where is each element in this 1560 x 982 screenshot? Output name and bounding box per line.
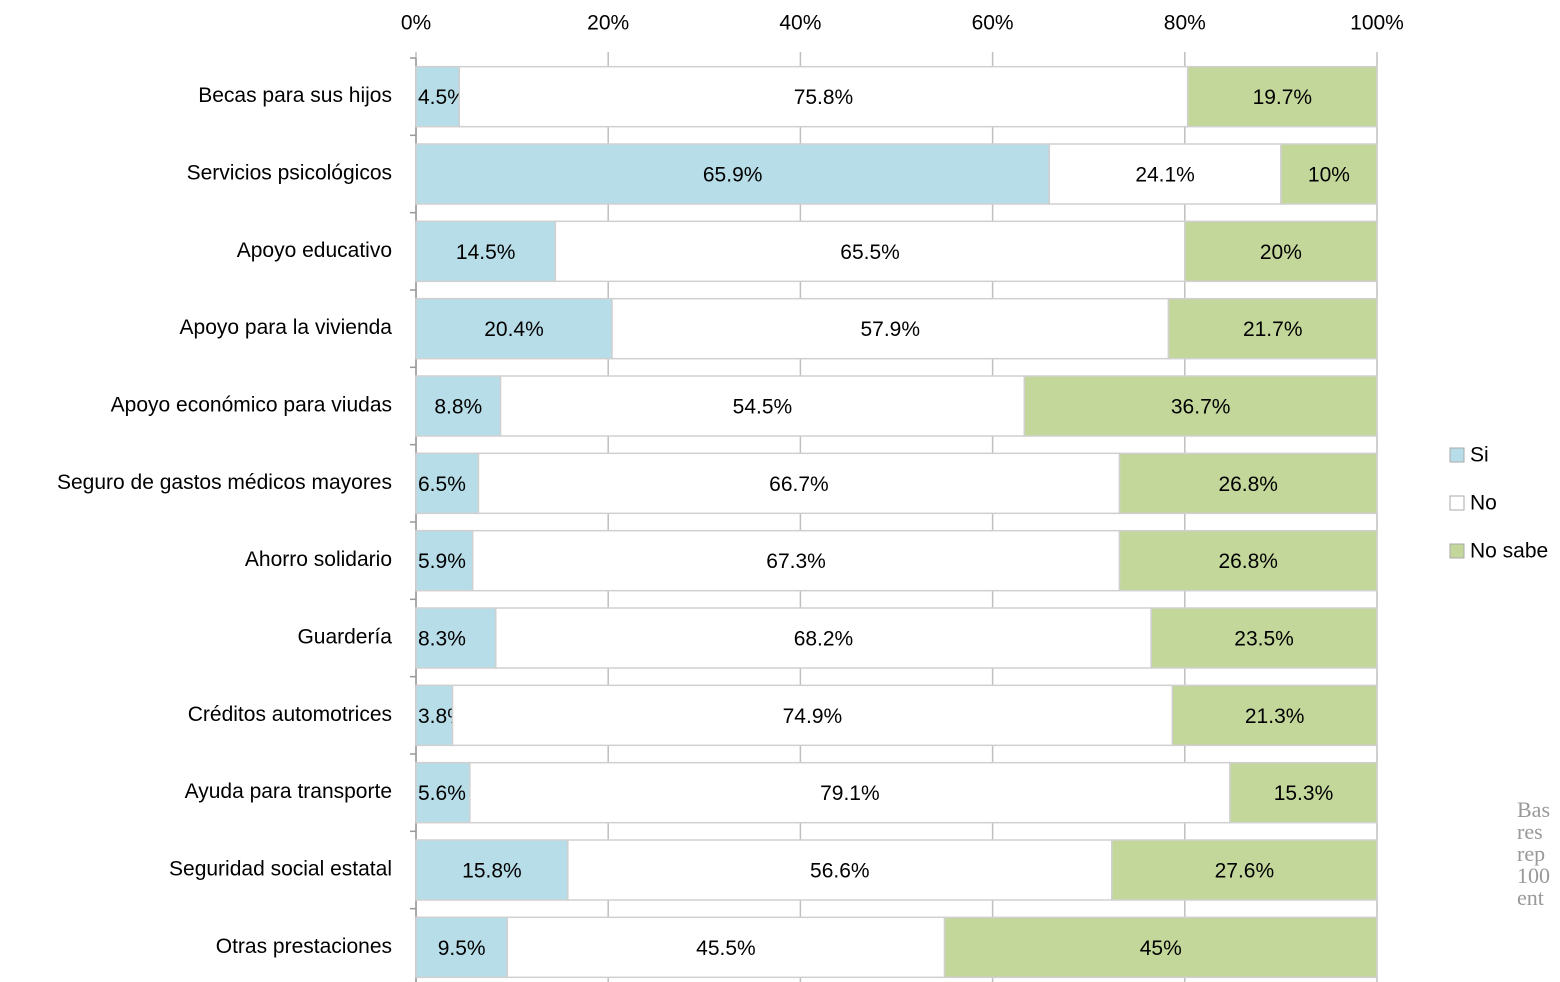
x-tick-label: 0%	[401, 12, 431, 35]
y-tick-label: Apoyo económico para viudas	[111, 394, 392, 417]
value-label: 4.5%	[418, 86, 466, 109]
bar-segment	[611, 297, 1170, 360]
value-label: 75.8%	[794, 86, 854, 109]
value-label: 56.6%	[810, 860, 870, 883]
value-label: 20.4%	[484, 318, 544, 341]
value-label: 8.8%	[434, 396, 482, 419]
bar-segment	[451, 684, 1174, 747]
y-tick-label: Créditos automotrices	[188, 703, 392, 726]
x-tick-label: 80%	[1164, 12, 1206, 35]
bar-segment	[1171, 684, 1378, 747]
legend-label: No sabe	[1470, 540, 1548, 563]
value-label: 9.5%	[438, 937, 486, 960]
annotation: rep	[1517, 841, 1545, 866]
bar-segment	[1229, 761, 1378, 824]
value-label: 23.5%	[1234, 628, 1294, 651]
value-label: 10%	[1308, 164, 1350, 187]
bar-segment	[1150, 607, 1378, 669]
value-label: 26.8%	[1218, 550, 1278, 573]
bar-segment	[554, 220, 1186, 283]
bar-segment	[1023, 375, 1378, 437]
bar-segment	[471, 529, 1121, 592]
bar-segment	[415, 607, 497, 669]
x-tick-label: 20%	[587, 12, 629, 35]
value-label: 74.9%	[783, 705, 843, 728]
bar-segment	[458, 65, 1189, 128]
bar-segment	[415, 916, 509, 979]
x-tick-label: 60%	[972, 12, 1014, 35]
bar-segment	[1184, 220, 1378, 283]
legend-swatch	[1449, 543, 1465, 559]
value-label: 65.9%	[703, 164, 763, 187]
value-label: 15.8%	[462, 860, 522, 883]
bar-segment	[415, 220, 557, 283]
bar-segment	[567, 839, 1113, 901]
y-tick-label: Ahorro solidario	[245, 548, 392, 571]
y-tick-label: Guardería	[297, 626, 392, 649]
bar-segment	[1111, 839, 1378, 901]
value-label: 6.5%	[418, 473, 466, 496]
value-label: 5.6%	[418, 782, 466, 805]
bar-segment	[943, 916, 1378, 979]
bar-segment	[499, 375, 1026, 437]
legend-label: Si	[1470, 444, 1489, 467]
bar-segment	[1167, 297, 1378, 360]
y-tick-label: Apoyo para la vivienda	[180, 316, 393, 339]
y-tick-label: Apoyo educativo	[237, 239, 392, 262]
legend-label: No	[1470, 492, 1497, 515]
value-label: 65.5%	[840, 241, 900, 264]
value-label: 66.7%	[769, 473, 829, 496]
value-label: 8.3%	[418, 628, 466, 651]
value-label: 27.6%	[1215, 860, 1275, 883]
x-tick-label: 40%	[779, 12, 821, 35]
value-label: 26.8%	[1218, 473, 1278, 496]
x-tick-label: 100%	[1350, 12, 1404, 35]
value-label: 21.7%	[1243, 318, 1303, 341]
bar-segment	[415, 684, 454, 747]
annotation: ent	[1517, 885, 1544, 910]
value-label: 21.3%	[1245, 705, 1305, 728]
bar-segment	[1048, 143, 1282, 205]
value-label: 20%	[1260, 241, 1302, 264]
bar-segment	[415, 529, 474, 592]
y-tick-label: Otras prestaciones	[216, 935, 392, 958]
y-tick-label: Ayuda para transporte	[185, 780, 392, 803]
value-label: 36.7%	[1171, 396, 1231, 419]
legend-swatch	[1449, 495, 1465, 511]
bar-segment	[415, 375, 502, 437]
bar-segment	[415, 761, 471, 824]
value-label: 14.5%	[456, 241, 516, 264]
value-label: 68.2%	[794, 628, 854, 651]
y-tick-label: Seguro de gastos médicos mayores	[57, 471, 392, 494]
annotation: Bas	[1517, 797, 1550, 822]
y-tick-label: Seguridad social estatal	[169, 858, 392, 881]
annotation: 100	[1517, 863, 1550, 888]
bar-segment	[1118, 452, 1378, 515]
y-tick-label: Becas para sus hijos	[198, 84, 392, 107]
value-label: 15.3%	[1274, 782, 1334, 805]
value-label: 79.1%	[820, 782, 880, 805]
value-label: 5.9%	[418, 550, 466, 573]
value-label: 24.1%	[1135, 164, 1195, 187]
value-label: 45%	[1140, 937, 1182, 960]
value-label: 57.9%	[860, 318, 920, 341]
legend-swatch	[1449, 447, 1465, 463]
value-label: 67.3%	[766, 550, 826, 573]
bar-segment	[1186, 65, 1378, 128]
value-label: 54.5%	[733, 396, 793, 419]
annotation: res	[1517, 819, 1543, 844]
bar-segment	[1280, 143, 1378, 205]
value-label: 45.5%	[696, 937, 756, 960]
bar-segment	[415, 143, 1051, 205]
bar-segment	[415, 839, 569, 901]
y-tick-label: Servicios psicológicos	[187, 162, 392, 185]
value-label: 19.7%	[1253, 86, 1313, 109]
bar-segment	[415, 65, 460, 128]
bar-segment	[415, 452, 480, 515]
bar-segment	[415, 297, 613, 360]
bar-segment	[506, 916, 946, 979]
bar-segment	[1118, 529, 1378, 592]
